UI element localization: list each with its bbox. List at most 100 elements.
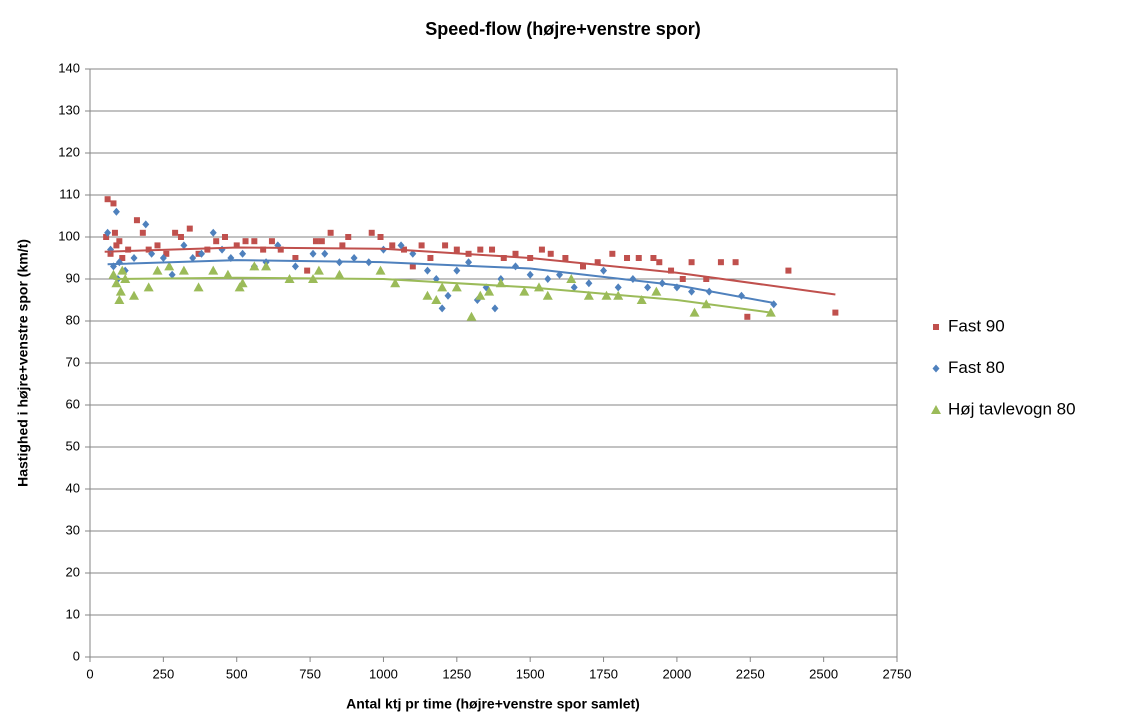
point — [304, 267, 311, 274]
point — [318, 238, 325, 245]
point — [172, 229, 179, 236]
point — [656, 259, 663, 266]
point — [389, 242, 396, 249]
point — [717, 259, 724, 266]
point — [110, 200, 117, 207]
point — [650, 255, 657, 261]
point — [313, 265, 324, 275]
point — [163, 250, 170, 257]
point — [268, 238, 275, 245]
legend-marker — [933, 324, 939, 330]
point — [491, 304, 499, 313]
point — [489, 246, 496, 253]
y-tick-label: 100 — [58, 228, 80, 243]
point — [438, 304, 446, 313]
legend-label: Høj tavlevogn 80 — [948, 399, 1076, 418]
point — [547, 250, 554, 257]
legend-marker — [931, 405, 941, 414]
point — [484, 286, 495, 296]
point — [159, 254, 167, 262]
y-axis-label: Hastighed i højre+venstre spor (km/t) — [15, 239, 31, 487]
point — [732, 259, 739, 266]
y-tick-label: 90 — [66, 270, 80, 285]
point — [260, 246, 267, 253]
point — [451, 282, 462, 292]
point — [130, 254, 138, 262]
point — [209, 228, 217, 237]
point — [251, 238, 258, 245]
y-tick-label: 20 — [66, 564, 80, 579]
point — [186, 225, 193, 232]
point — [688, 259, 695, 266]
point — [580, 263, 587, 270]
point — [237, 278, 248, 288]
x-tick-label: 2500 — [809, 666, 838, 681]
point — [679, 276, 686, 282]
point — [350, 254, 358, 262]
point — [177, 234, 184, 240]
point — [500, 255, 507, 261]
point — [453, 246, 460, 253]
point — [139, 229, 146, 236]
point — [111, 278, 122, 288]
point — [744, 313, 751, 320]
point — [249, 261, 260, 271]
x-tick-label: 0 — [86, 666, 93, 681]
point — [519, 286, 530, 296]
x-tick-label: 2250 — [736, 666, 765, 681]
point — [142, 220, 150, 229]
point — [477, 246, 484, 253]
point — [143, 282, 154, 292]
point — [178, 265, 189, 275]
point — [125, 246, 132, 253]
point — [444, 291, 452, 300]
point — [107, 250, 114, 257]
point — [703, 276, 710, 282]
x-tick-label: 250 — [153, 666, 175, 681]
y-tick-label: 0 — [73, 648, 80, 663]
point — [321, 249, 329, 258]
y-tick-label: 110 — [59, 186, 80, 201]
point — [111, 229, 118, 236]
point — [600, 266, 608, 275]
point — [422, 290, 433, 300]
point — [512, 250, 519, 257]
legend-marker — [932, 364, 940, 373]
point — [113, 242, 120, 249]
point — [108, 269, 119, 279]
chart-title: Speed-flow (højre+venstre spor) — [425, 19, 701, 39]
point — [668, 267, 675, 274]
point — [112, 207, 120, 216]
point — [562, 255, 569, 261]
x-tick-label: 2750 — [883, 666, 912, 681]
point — [466, 311, 477, 321]
point — [437, 282, 448, 292]
y-tick-label: 40 — [66, 480, 80, 495]
point — [423, 266, 431, 275]
y-tick-label: 50 — [66, 438, 80, 453]
point — [566, 274, 577, 283]
y-tick-label: 120 — [58, 144, 80, 159]
point — [291, 262, 299, 271]
x-tick-label: 2000 — [662, 666, 691, 681]
point — [103, 234, 110, 240]
point — [651, 286, 662, 296]
point — [114, 295, 125, 304]
point — [614, 283, 622, 292]
point — [242, 238, 249, 245]
point — [418, 242, 425, 249]
point — [770, 300, 778, 309]
point — [409, 263, 416, 270]
point — [409, 249, 417, 258]
point — [198, 249, 206, 258]
point — [233, 242, 240, 249]
point — [261, 261, 272, 271]
point — [213, 238, 220, 245]
point — [624, 255, 631, 261]
point — [377, 234, 384, 240]
point — [594, 259, 601, 266]
point — [465, 258, 473, 267]
legend-label: Fast 80 — [948, 358, 1005, 377]
point — [327, 229, 334, 236]
